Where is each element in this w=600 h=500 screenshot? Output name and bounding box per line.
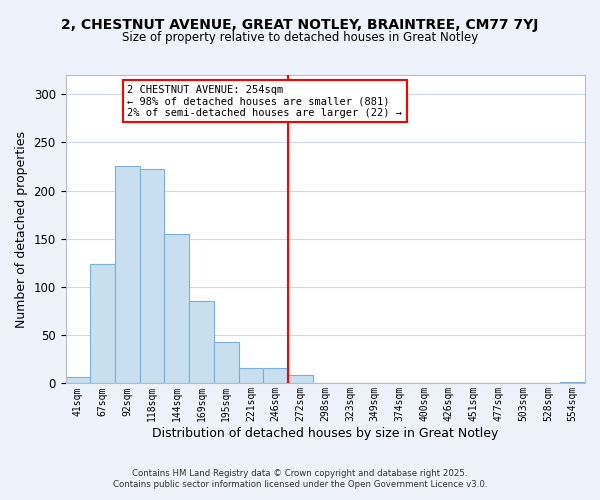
Text: 2, CHESTNUT AVENUE, GREAT NOTLEY, BRAINTREE, CM77 7YJ: 2, CHESTNUT AVENUE, GREAT NOTLEY, BRAINT… [61,18,539,32]
X-axis label: Distribution of detached houses by size in Great Notley: Distribution of detached houses by size … [152,427,499,440]
Bar [560,382,585,384]
Bar [239,368,263,384]
Bar [214,342,239,384]
Text: Contains public sector information licensed under the Open Government Licence v3: Contains public sector information licen… [113,480,487,489]
Bar [263,368,288,384]
Y-axis label: Number of detached properties: Number of detached properties [15,130,28,328]
Text: Contains HM Land Registry data © Crown copyright and database right 2025.: Contains HM Land Registry data © Crown c… [132,468,468,477]
Bar [288,374,313,384]
Bar [164,234,189,384]
Bar [90,264,115,384]
Text: Size of property relative to detached houses in Great Notley: Size of property relative to detached ho… [122,31,478,44]
Bar [115,166,140,384]
Bar [189,300,214,384]
Bar [140,170,164,384]
Bar [65,376,90,384]
Text: 2 CHESTNUT AVENUE: 254sqm
← 98% of detached houses are smaller (881)
2% of semi-: 2 CHESTNUT AVENUE: 254sqm ← 98% of detac… [127,84,403,118]
